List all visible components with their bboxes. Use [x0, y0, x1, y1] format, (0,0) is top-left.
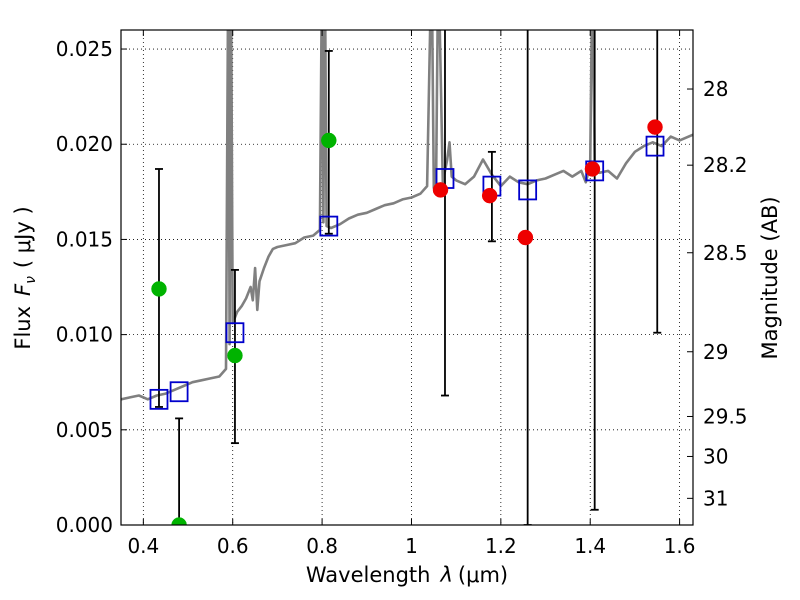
y-tick-label: 0.005: [56, 418, 113, 442]
observed-optical-point: [227, 347, 243, 364]
model-photometry-square: [518, 179, 538, 201]
x-tick-label: 0.4: [127, 534, 159, 558]
sed-curve: [121, 30, 693, 401]
errorbar: [653, 30, 662, 334]
magnitude-tick-label: 28.2: [703, 153, 748, 177]
magnitude-axis-ticks: 28 28.2 28.5 29 29.5 30 31: [687, 77, 748, 510]
model-photometry-square: [225, 322, 245, 344]
errorbar: [523, 30, 532, 525]
magnitude-tick-label: 28: [703, 77, 728, 101]
magnitude-tick-label: 30: [703, 444, 728, 468]
y-tick-label: 0.015: [56, 227, 113, 251]
y-tick-label: 0.010: [56, 323, 113, 347]
x-tick-label: 0.6: [217, 534, 249, 558]
x-axis-title: Wavelength λ (μm): [306, 563, 508, 587]
x-tick-label: 1.2: [485, 534, 517, 558]
y-tick-label: 0.025: [56, 37, 113, 61]
errorbar: [590, 30, 599, 511]
magnitude-tick-label: 31: [703, 486, 728, 510]
magnitude-tick-label: 28.5: [703, 241, 748, 265]
observed-optical-point: [321, 132, 337, 149]
magnitude-tick-label: 29.5: [703, 404, 748, 428]
observed-optical-point: [171, 517, 187, 525]
magnitude-tick-label: 29: [703, 340, 728, 364]
y-axis-ticks: 0.000 0.005 0.010 0.015 0.020 0.025: [56, 37, 127, 537]
model-photometry-square: [169, 381, 189, 403]
observed-nir-point: [432, 182, 449, 198]
observed-optical-point: [151, 281, 167, 297]
plot-area: [121, 30, 693, 525]
x-tick-label: 1: [405, 534, 418, 558]
x-tick-label: 1.4: [574, 534, 606, 558]
observed-nir-point: [584, 161, 601, 177]
y-axis-title: FluxFν( μJy ): [11, 206, 39, 349]
y-tick-label: 0.000: [56, 513, 113, 537]
observed-nir-point: [647, 119, 663, 135]
errorbar: [175, 417, 184, 525]
sed-curve-layer: [121, 30, 693, 401]
observed-nir-point: [481, 187, 498, 204]
model-photometry-square: [319, 215, 339, 237]
y-tick-label: 0.020: [56, 132, 113, 156]
magnitude-axis-title: Magnitude (AB): [758, 196, 782, 359]
x-tick-label: 1.6: [664, 534, 696, 558]
x-axis-ticks: 0.4 0.6 0.8 1 1.2 1.4 1.6: [127, 30, 696, 558]
plot-frame: [120, 29, 694, 526]
x-tick-label: 0.8: [306, 534, 338, 558]
model-photometry-square: [645, 135, 665, 157]
marker-layer: [149, 119, 665, 525]
observed-nir-point: [517, 229, 534, 246]
model-photometry-square: [149, 388, 169, 410]
